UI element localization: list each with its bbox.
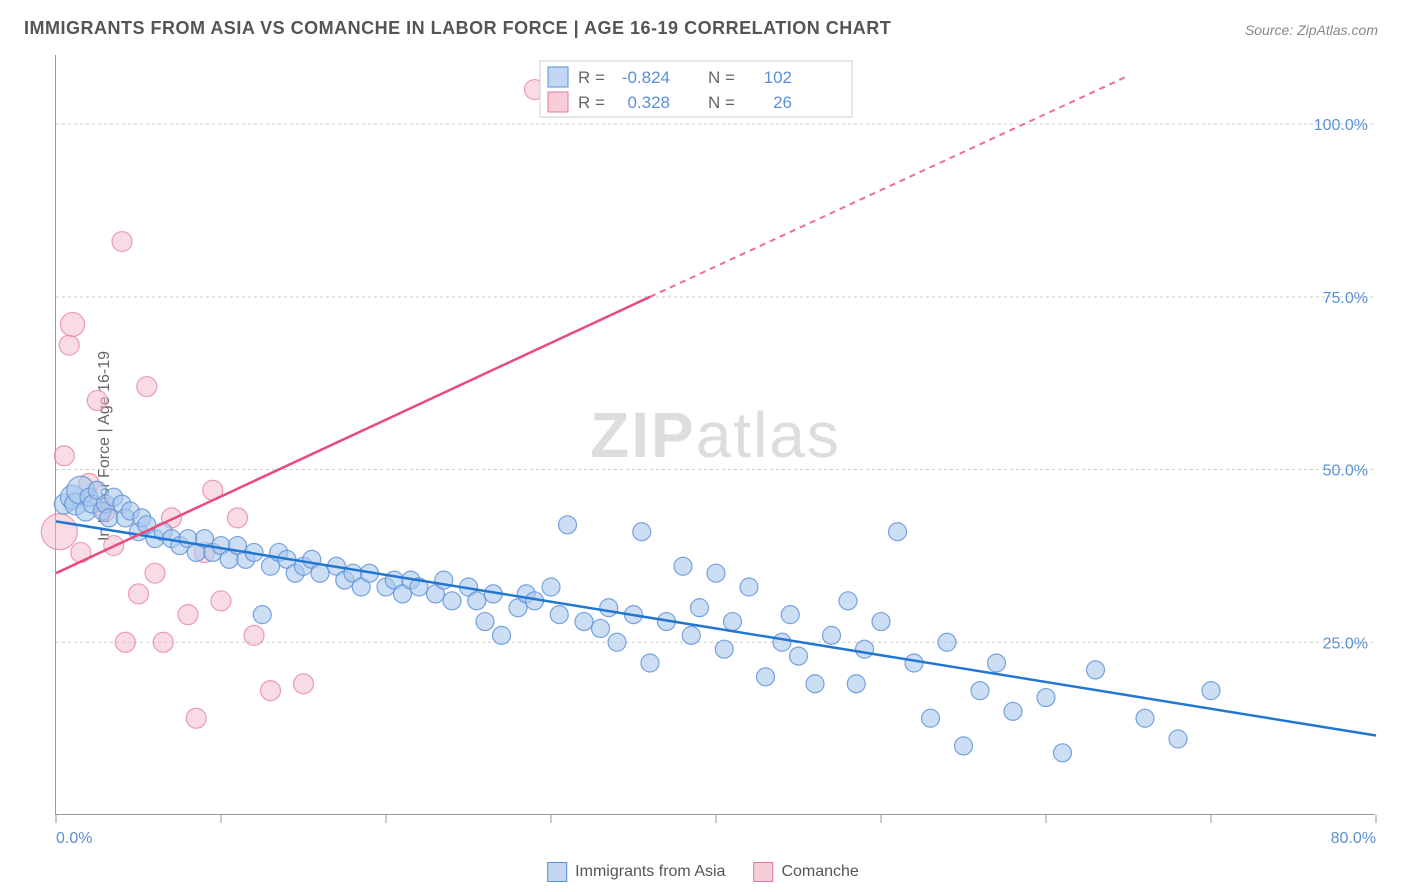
stats-swatch-pink <box>548 92 568 112</box>
legend-swatch-blue <box>547 862 567 882</box>
y-tick-label: 100.0% <box>1314 117 1368 134</box>
data-point-asia <box>493 626 511 644</box>
data-point-comanche <box>137 377 157 397</box>
data-point-comanche <box>211 591 231 611</box>
data-point-asia <box>600 599 618 617</box>
data-point-asia <box>971 682 989 700</box>
data-point-comanche <box>112 232 132 252</box>
scatter-plot-svg: 25.0%50.0%75.0%100.0%0.0%80.0%R =-0.824N… <box>56 55 1375 814</box>
data-point-asia <box>823 626 841 644</box>
data-point-asia <box>476 613 494 631</box>
data-point-asia <box>559 516 577 534</box>
data-point-asia <box>575 613 593 631</box>
stats-n-label: N = <box>708 68 735 87</box>
data-point-comanche <box>244 625 264 645</box>
data-point-asia <box>691 599 709 617</box>
data-point-asia <box>311 564 329 582</box>
stats-n-label: N = <box>708 93 735 112</box>
data-point-asia <box>1087 661 1105 679</box>
stats-r-value-comanche: 0.328 <box>627 93 670 112</box>
data-point-asia <box>1037 689 1055 707</box>
data-point-asia <box>872 613 890 631</box>
data-point-comanche <box>145 563 165 583</box>
data-point-comanche <box>228 508 248 528</box>
stats-r-value-asia: -0.824 <box>622 68 670 87</box>
plot-area: ZIPatlas 25.0%50.0%75.0%100.0%0.0%80.0%R… <box>55 55 1375 815</box>
data-point-asia <box>1136 709 1154 727</box>
x-tick-label: 80.0% <box>1331 830 1376 847</box>
stats-swatch-blue <box>548 67 568 87</box>
data-point-asia <box>633 523 651 541</box>
y-tick-label: 75.0% <box>1323 290 1368 307</box>
y-tick-label: 50.0% <box>1323 463 1368 480</box>
data-point-asia <box>922 709 940 727</box>
stats-n-value-asia: 102 <box>764 68 792 87</box>
data-point-comanche <box>261 681 281 701</box>
legend-item-asia: Immigrants from Asia <box>547 862 725 882</box>
data-point-asia <box>988 654 1006 672</box>
data-point-comanche <box>186 708 206 728</box>
data-point-asia <box>443 592 461 610</box>
data-point-asia <box>740 578 758 596</box>
stats-r-label: R = <box>578 93 605 112</box>
data-point-asia <box>757 668 775 686</box>
data-point-asia <box>889 523 907 541</box>
data-point-asia <box>1004 702 1022 720</box>
data-point-comanche <box>178 605 198 625</box>
data-point-asia <box>253 606 271 624</box>
data-point-asia <box>468 592 486 610</box>
data-point-asia <box>847 675 865 693</box>
data-point-comanche <box>41 514 77 550</box>
data-point-asia <box>592 619 610 637</box>
data-point-comanche <box>59 335 79 355</box>
data-point-asia <box>806 675 824 693</box>
data-point-asia <box>542 578 560 596</box>
x-tick-label: 0.0% <box>56 830 92 847</box>
y-tick-label: 25.0% <box>1323 635 1368 652</box>
data-point-comanche <box>54 446 74 466</box>
legend-swatch-pink <box>753 862 773 882</box>
data-point-asia <box>938 633 956 651</box>
legend-label-comanche: Comanche <box>781 863 858 881</box>
data-point-asia <box>773 633 791 651</box>
data-point-comanche <box>87 390 107 410</box>
data-point-asia <box>715 640 733 658</box>
data-point-comanche <box>115 632 135 652</box>
data-point-asia <box>608 633 626 651</box>
data-point-asia <box>1202 682 1220 700</box>
data-point-asia <box>781 606 799 624</box>
data-point-comanche <box>153 632 173 652</box>
data-point-asia <box>955 737 973 755</box>
data-point-asia <box>682 626 700 644</box>
data-point-asia <box>550 606 568 624</box>
chart-title: IMMIGRANTS FROM ASIA VS COMANCHE IN LABO… <box>24 18 891 39</box>
data-point-asia <box>674 557 692 575</box>
data-point-asia <box>790 647 808 665</box>
bottom-legend: Immigrants from Asia Comanche <box>547 862 859 882</box>
data-point-asia <box>100 509 118 527</box>
data-point-asia <box>1169 730 1187 748</box>
legend-label-asia: Immigrants from Asia <box>575 863 725 881</box>
stats-r-label: R = <box>578 68 605 87</box>
legend-item-comanche: Comanche <box>753 862 858 882</box>
data-point-asia <box>1054 744 1072 762</box>
data-point-comanche <box>61 312 85 336</box>
data-point-comanche <box>129 584 149 604</box>
data-point-asia <box>856 640 874 658</box>
data-point-asia <box>724 613 742 631</box>
source-attribution: Source: ZipAtlas.com <box>1245 22 1378 38</box>
stats-n-value-comanche: 26 <box>773 93 792 112</box>
data-point-asia <box>839 592 857 610</box>
data-point-asia <box>707 564 725 582</box>
data-point-asia <box>641 654 659 672</box>
data-point-asia <box>905 654 923 672</box>
data-point-comanche <box>294 674 314 694</box>
